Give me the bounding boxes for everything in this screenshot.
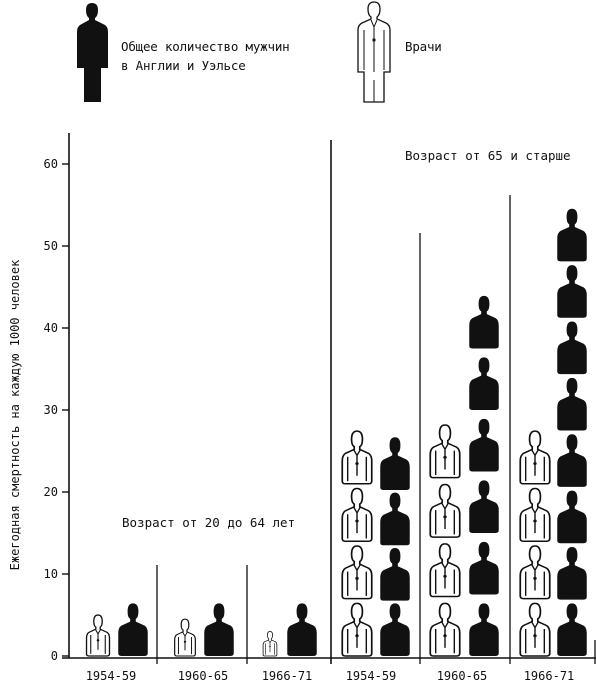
- men-column-figure: [380, 603, 410, 656]
- men-column-figure: [469, 541, 499, 595]
- y-tick-label: 10: [44, 567, 58, 581]
- category-label: 1966-71: [524, 669, 575, 683]
- doctors-column-figure: [341, 545, 373, 600]
- y-tick-label: 30: [44, 403, 58, 417]
- legend-men-label: Общее количество мужчин в Англии и Уэльс…: [121, 37, 290, 75]
- doctors-column-figure: [519, 545, 551, 600]
- doctors-column-figure: [174, 618, 196, 657]
- category-label: 1954-59: [346, 669, 397, 683]
- pictogram-bars: [85, 208, 587, 657]
- doctors-column: [429, 424, 461, 657]
- men-column-figure: [469, 295, 499, 349]
- men-column-figure: [469, 480, 499, 533]
- doctors-column-figure: [85, 614, 111, 657]
- men-column-figure: [118, 603, 148, 656]
- doctors-column-figure: [429, 424, 461, 479]
- y-tick-label: 20: [44, 485, 58, 499]
- doctors-column: [262, 631, 278, 657]
- men-column-figure: [557, 265, 587, 318]
- category-label: 1966-71: [262, 669, 313, 683]
- men-column: [287, 603, 317, 656]
- doctors-column-figure: [262, 631, 278, 657]
- men-column-figure: [557, 603, 587, 656]
- doctors-column-figure: [341, 487, 373, 543]
- legend-men-line2: в Англии и Уэльсе: [121, 58, 246, 73]
- men-column: [380, 437, 410, 656]
- men-column-figure: [287, 603, 317, 656]
- doctors-column-figure: [429, 543, 461, 598]
- men-column-figure: [469, 357, 499, 410]
- y-tick-label: 0: [51, 649, 58, 663]
- men-column: [469, 295, 499, 656]
- men-column-figure: [557, 321, 587, 375]
- doctors-column-figure: [341, 602, 373, 657]
- men-column-figure: [557, 546, 587, 600]
- category-label: 1954-59: [86, 669, 137, 683]
- doctors-column: [341, 430, 373, 657]
- men-column-figure: [380, 548, 410, 601]
- men-column-figure: [557, 208, 587, 262]
- men-column: [204, 603, 234, 656]
- men-column: [118, 603, 148, 656]
- category-label: 1960-65: [437, 669, 488, 683]
- legend-doctors-label: Врачи: [405, 39, 442, 54]
- doctors-column-figure: [341, 430, 373, 485]
- group-label-old: Возраст от 65 и старше: [405, 148, 571, 163]
- doctors-column-figure: [519, 602, 551, 657]
- legend-men-line1: Общее количество мужчин: [121, 39, 290, 54]
- y-tick-label: 40: [44, 321, 58, 335]
- men-column-figure: [469, 418, 499, 472]
- x-category-labels: 1954-59 1960-65 1966-71 1954-59 1960-65 …: [86, 669, 575, 683]
- legend-doctor-icon: [357, 1, 391, 103]
- doctors-column-figure: [519, 430, 551, 485]
- men-column-figure: [380, 492, 410, 546]
- legend-man-icon: [77, 3, 108, 102]
- y-ticks: 0 10 20 30 40 50 60: [44, 157, 69, 663]
- doctors-column: [85, 614, 111, 657]
- men-column-figure: [557, 377, 587, 431]
- doctors-column-figure: [429, 483, 461, 538]
- men-column-figure: [557, 434, 587, 487]
- doctors-column: [174, 618, 196, 657]
- y-tick-label: 50: [44, 239, 58, 253]
- men-column-figure: [469, 603, 499, 656]
- group-label-young: Возраст от 20 до 64 лет: [122, 515, 295, 530]
- men-column-figure: [557, 490, 587, 544]
- men-column-figure: [204, 603, 234, 656]
- category-label: 1960-65: [178, 669, 229, 683]
- men-column-figure: [380, 437, 410, 490]
- doctors-column-figure: [519, 487, 551, 543]
- doctors-column: [519, 430, 551, 657]
- men-column: [557, 208, 587, 656]
- y-axis-label: Ежегодная смертность на каждую 1000 чело…: [8, 259, 22, 570]
- doctors-column-figure: [429, 602, 461, 657]
- y-tick-label: 60: [44, 157, 58, 171]
